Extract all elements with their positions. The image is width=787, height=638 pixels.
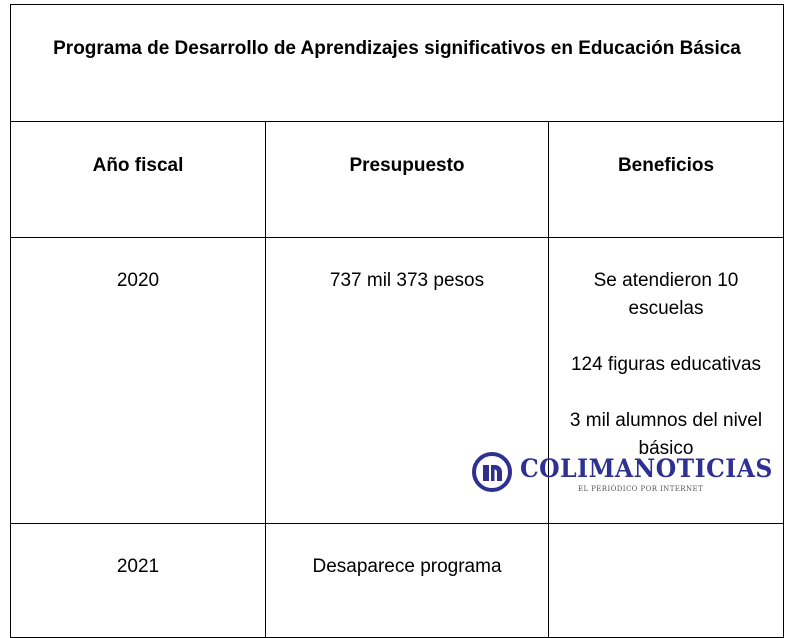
- brand-name: COLIMANOTICIAS: [520, 454, 773, 483]
- benefit-item: Se atendieron 10 escuelas: [593, 270, 739, 319]
- table-title-row: Programa de Desarrollo de Aprendizajes s…: [10, 4, 784, 122]
- year-cell: 2021: [10, 523, 266, 638]
- table-title: Programa de Desarrollo de Aprendizajes s…: [10, 4, 784, 122]
- table-header-row: Año fiscal Presupuesto Beneficios: [10, 121, 784, 238]
- table-row: 2021 Desaparece programa: [10, 523, 784, 638]
- budget-cell: Desaparece programa: [265, 523, 549, 638]
- benefits-cell: [548, 523, 784, 638]
- benefit-item: 124 figuras educativas: [570, 354, 762, 375]
- colimanoticias-logo-icon: [472, 452, 512, 492]
- header-year: Año fiscal: [10, 121, 266, 238]
- program-table: Programa de Desarrollo de Aprendizajes s…: [10, 4, 784, 638]
- header-budget: Presupuesto: [265, 121, 549, 238]
- benefit-item: 3 mil alumnos del nivel básico: [569, 410, 763, 459]
- colimanoticias-watermark: COLIMANOTICIAS EL PERIÓDICO POR INTERNET: [470, 452, 772, 498]
- benefits-cell: Se atendieron 10 escuelas 124 figuras ed…: [548, 237, 784, 524]
- year-cell: 2020: [10, 237, 266, 524]
- header-benefits: Beneficios: [548, 121, 784, 238]
- brand-tagline: EL PERIÓDICO POR INTERNET: [578, 485, 704, 493]
